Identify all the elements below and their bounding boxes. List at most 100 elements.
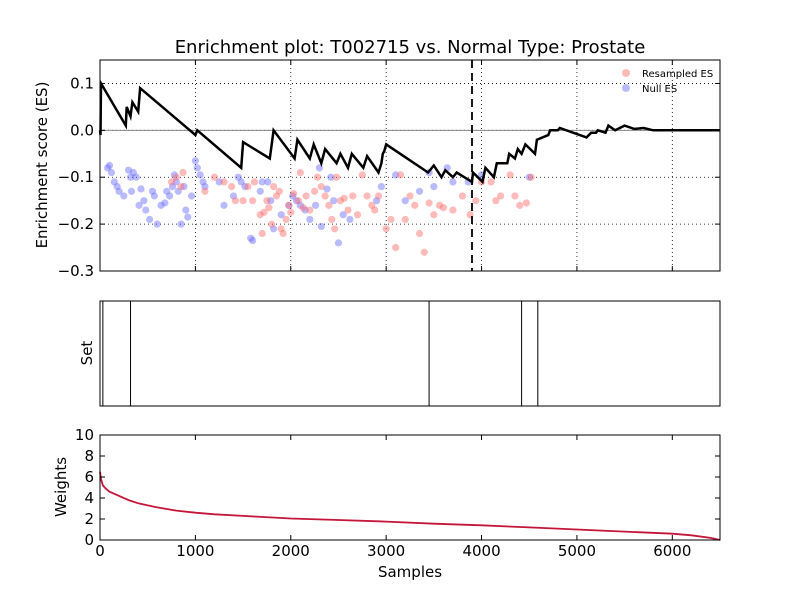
es-y-tick-label: 0.0 [70, 121, 94, 139]
null-es-point [126, 173, 135, 181]
resampled-es-point [277, 225, 285, 233]
null-es-point [306, 215, 314, 224]
resampled-es-point [275, 187, 283, 195]
null-es-point [187, 192, 196, 200]
es-y-ticks: 0.1 0.0 −0.1 −0.2 −0.3 [58, 74, 720, 280]
resampled-es-point [425, 199, 433, 207]
resampled-es-point [220, 178, 228, 186]
resampled-es-point [401, 215, 409, 224]
null-es-point [334, 239, 343, 247]
resampled-es-point [527, 173, 535, 181]
null-es-point [264, 178, 272, 186]
weights-y-tick-label: 10 [75, 426, 94, 444]
resampled-es-point [344, 206, 352, 214]
weights-curve-line [99, 471, 721, 541]
null-es-point [247, 234, 255, 242]
null-es-point [107, 168, 116, 177]
resampled-es-point [363, 192, 371, 200]
resampled-es-point [299, 204, 307, 212]
resampled-es-point [172, 173, 180, 181]
resampled-es-point [179, 168, 187, 177]
null-es-point [392, 171, 400, 179]
null-es-point [377, 183, 385, 191]
resampled-es-point [201, 187, 209, 195]
null-es-point [199, 178, 207, 186]
x-tick-label: 2000 [272, 542, 310, 560]
resampled-es-point [497, 192, 505, 200]
resampled-es-point [458, 192, 467, 200]
x-tick-label: 3000 [367, 542, 405, 560]
weights-y-tick-label: 2 [84, 510, 94, 528]
resampled-es-point [270, 183, 278, 191]
null-es-point [148, 187, 157, 195]
resampled-es-point [285, 201, 293, 209]
null-es-point [317, 222, 325, 231]
x-tick-label: 4000 [462, 542, 500, 560]
null-es-point [132, 173, 140, 181]
null-es-point [256, 187, 264, 195]
null-es-point [327, 173, 335, 181]
weights-panel-frame [99, 434, 721, 541]
null-es-point [430, 183, 438, 191]
null-es-point [346, 215, 354, 224]
null-es-point [127, 187, 136, 195]
resampled-es-point [167, 178, 176, 186]
null-es-point [215, 178, 223, 186]
resampled-es-point [268, 220, 276, 228]
null-es-point [163, 187, 171, 195]
null-es-point [115, 187, 123, 195]
null-es-point [170, 171, 178, 179]
resampled-es-point [492, 197, 500, 205]
null-es-point [161, 199, 169, 207]
null-es-point [146, 215, 154, 224]
resampled-es-point [228, 183, 236, 191]
resampled-es-point [411, 201, 419, 209]
resampled-es-point [392, 243, 400, 252]
resampled-es-point [279, 229, 287, 238]
x-tick-label: 0 [95, 542, 105, 560]
set-ylabel: Set [78, 341, 96, 366]
null-es-point [191, 157, 199, 165]
null-es-point [373, 197, 381, 205]
null-es-point [289, 192, 297, 200]
resampled-es-point [294, 197, 302, 205]
null-es-point [150, 192, 158, 200]
null-es-point [267, 197, 275, 205]
resampled-es-point [435, 201, 444, 209]
legend-marker-resampled [622, 69, 630, 77]
null-es-point [301, 206, 309, 214]
null-es-point [177, 220, 185, 228]
null-es-point [241, 183, 249, 191]
null-es-point [196, 171, 204, 179]
weights-y-tick-label: 6 [84, 468, 94, 486]
null-es-point [105, 161, 114, 170]
resampled-es-point [472, 197, 480, 205]
null-es-point [237, 178, 245, 186]
null-es-point [153, 220, 161, 228]
set-panel-frame [99, 300, 721, 407]
x-tick-label: 1000 [176, 542, 214, 560]
resampled-es-point [258, 229, 266, 238]
enrichment-score-panel: 0.1 0.0 −0.1 −0.2 −0.3 Enrichment score (ES)… [33, 59, 721, 280]
resampled-es-point [282, 215, 290, 224]
null-es-point [125, 166, 133, 174]
resampled-es-point [260, 208, 268, 216]
null-es-point [285, 201, 293, 209]
resampled-es-point [387, 215, 395, 224]
null-es-point [339, 211, 347, 219]
resampled-es-point [332, 173, 341, 181]
null-es-point [104, 164, 112, 172]
es-y-tick-label: −0.2 [58, 215, 94, 233]
null-es-point [168, 183, 177, 191]
es-y-tick-label: −0.3 [58, 262, 94, 280]
null-es-point [180, 183, 188, 191]
null-es-point [330, 197, 338, 205]
weights-y-ticks: 0 2 4 6 8 10 [75, 426, 720, 549]
null-es-point [296, 201, 304, 209]
null-es-point [174, 187, 182, 195]
resampled-es-point [287, 208, 295, 216]
null-es-point [525, 173, 533, 181]
